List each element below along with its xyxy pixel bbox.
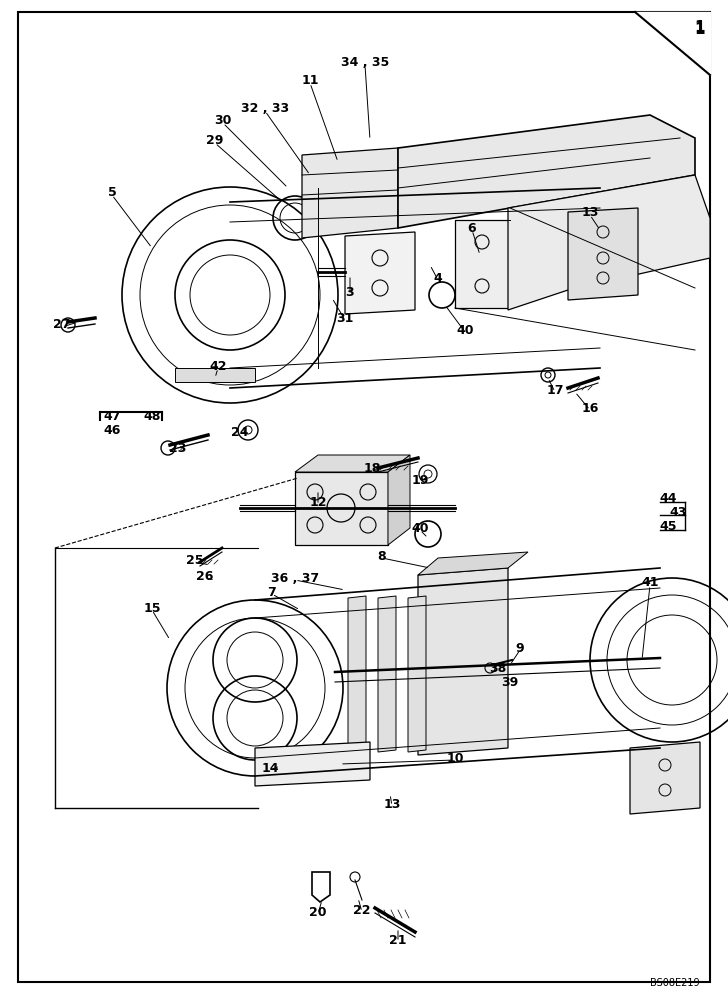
Polygon shape (455, 220, 510, 308)
Text: 26: 26 (197, 570, 214, 582)
Polygon shape (418, 568, 508, 755)
Text: 7: 7 (268, 585, 277, 598)
Polygon shape (398, 115, 695, 228)
Polygon shape (408, 596, 426, 752)
Text: 22: 22 (353, 904, 371, 916)
Text: 39: 39 (502, 676, 518, 688)
Text: 8: 8 (378, 550, 387, 562)
Polygon shape (255, 742, 370, 786)
Text: 45: 45 (660, 520, 677, 532)
Text: 47: 47 (103, 410, 121, 422)
Text: 32 , 33: 32 , 33 (241, 102, 289, 114)
Text: 13: 13 (582, 206, 598, 219)
Text: 6: 6 (467, 222, 476, 234)
Text: 14: 14 (261, 762, 279, 774)
Text: 29: 29 (206, 133, 223, 146)
Polygon shape (302, 148, 398, 238)
Polygon shape (568, 208, 638, 300)
Polygon shape (418, 552, 528, 575)
Text: 3: 3 (346, 286, 355, 298)
Text: 24: 24 (232, 426, 249, 438)
Text: 1: 1 (695, 20, 705, 35)
Polygon shape (508, 175, 710, 310)
Text: 46: 46 (103, 424, 121, 436)
Text: BS08E219: BS08E219 (650, 978, 700, 988)
Polygon shape (295, 455, 410, 472)
Text: 36 , 37: 36 , 37 (271, 572, 319, 584)
Text: 21: 21 (389, 934, 407, 946)
Text: 18: 18 (363, 462, 381, 475)
Polygon shape (348, 596, 366, 752)
Text: 38: 38 (489, 662, 507, 674)
Polygon shape (388, 455, 410, 545)
Text: 23: 23 (170, 442, 186, 454)
Text: 16: 16 (582, 401, 598, 414)
Text: 25: 25 (186, 554, 204, 566)
Text: 9: 9 (515, 642, 524, 654)
Text: 40: 40 (456, 324, 474, 336)
Circle shape (161, 441, 175, 455)
Text: 31: 31 (336, 312, 354, 324)
Polygon shape (345, 232, 415, 314)
Text: 10: 10 (446, 752, 464, 764)
Text: 42: 42 (209, 360, 226, 372)
Text: 40: 40 (411, 522, 429, 534)
Text: 4: 4 (434, 271, 443, 284)
Text: 12: 12 (309, 495, 327, 508)
Text: 13: 13 (384, 798, 400, 810)
Polygon shape (635, 12, 710, 75)
Polygon shape (175, 368, 255, 382)
Text: 30: 30 (214, 113, 232, 126)
Text: 17: 17 (546, 383, 563, 396)
Text: 5: 5 (108, 186, 116, 198)
Text: 34 , 35: 34 , 35 (341, 55, 389, 68)
Text: 43: 43 (669, 506, 687, 518)
Text: 44: 44 (660, 491, 677, 504)
Text: 27: 27 (53, 318, 71, 330)
Circle shape (61, 318, 75, 332)
Text: 41: 41 (641, 576, 659, 588)
Text: 1: 1 (695, 22, 705, 37)
Text: 11: 11 (301, 74, 319, 87)
Polygon shape (295, 472, 388, 545)
Text: 15: 15 (143, 601, 161, 614)
Text: 19: 19 (411, 474, 429, 487)
Polygon shape (378, 596, 396, 752)
Text: 48: 48 (143, 410, 161, 422)
Polygon shape (630, 742, 700, 814)
Text: 20: 20 (309, 906, 327, 918)
